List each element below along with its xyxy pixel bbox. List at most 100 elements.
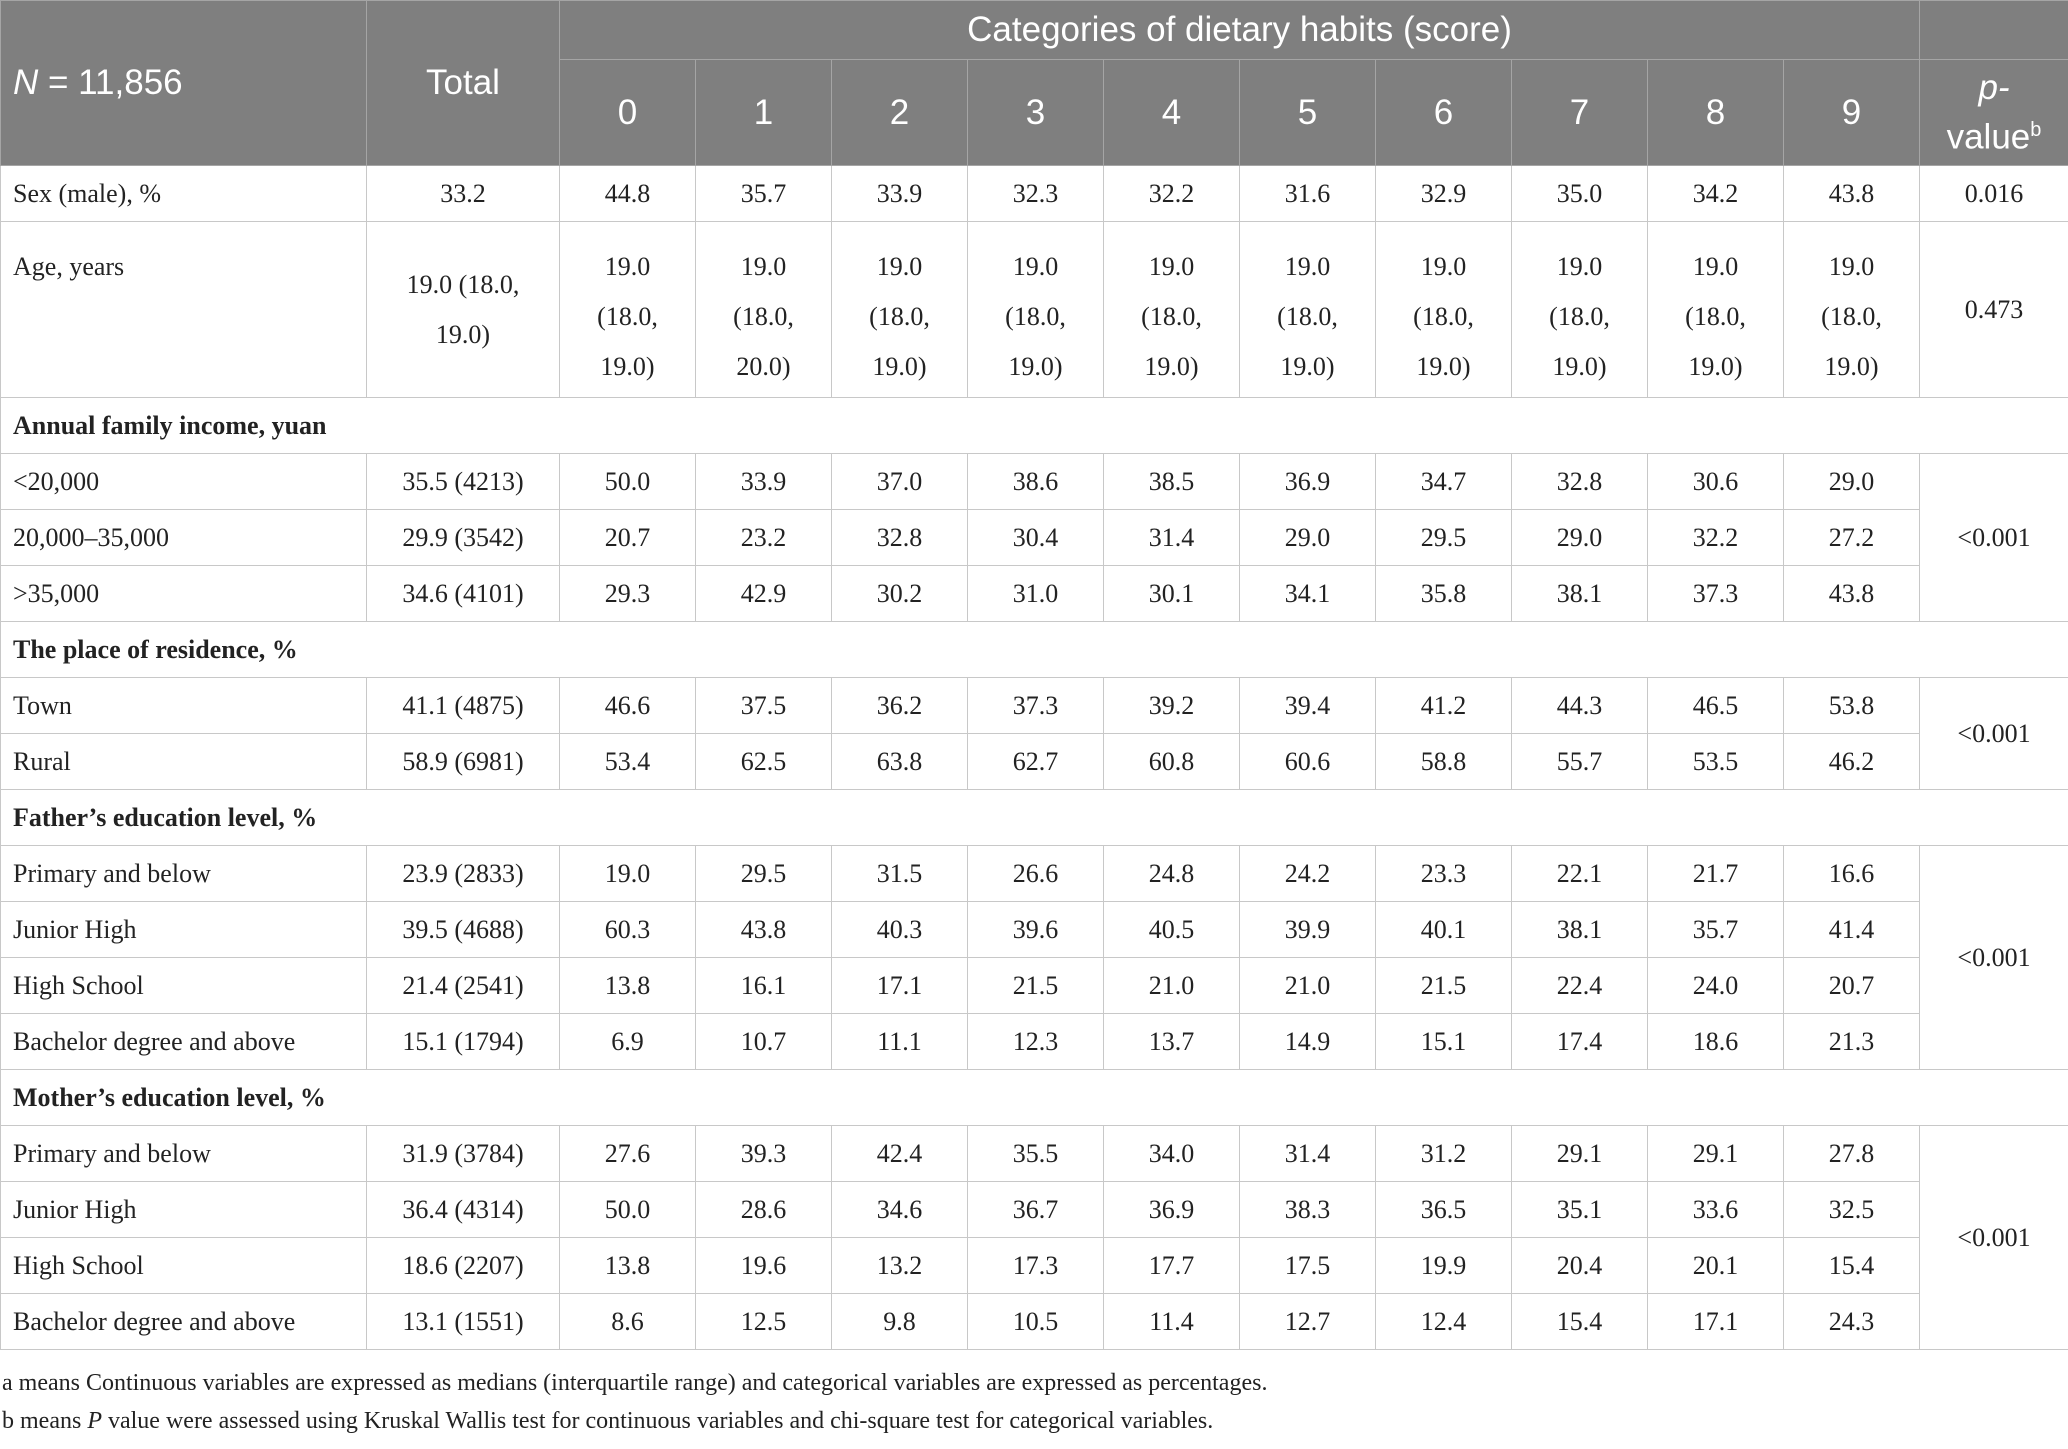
- value-cell: 29.0: [1511, 509, 1648, 566]
- value-cell: 43.8: [1783, 565, 1920, 622]
- value-cell: 60.6: [1239, 733, 1376, 790]
- score-header-9: 9: [1783, 59, 1920, 166]
- value-cell: 38.3: [1239, 1181, 1376, 1238]
- value-cell: 29.1: [1511, 1125, 1648, 1182]
- value-cell: 37.0: [831, 453, 968, 510]
- total-cell: 18.6 (2207): [366, 1237, 560, 1294]
- header-blank-cell: [1919, 0, 2068, 60]
- value-cell: 27.6: [559, 1125, 696, 1182]
- row-label: High School: [0, 1237, 367, 1294]
- p-value-cell: 0.473: [1919, 221, 2068, 398]
- value-cell: 30.4: [967, 509, 1104, 566]
- table-row: Primary and below 31.9 (3784) 27.6 39.3 42.4…: [0, 1125, 2068, 1350]
- value-cell: 24.8: [1103, 845, 1240, 902]
- value-line: 19.0): [1144, 352, 1199, 381]
- score-header-6: 6: [1375, 59, 1512, 166]
- total-cell: 21.4 (2541): [366, 957, 560, 1014]
- value-line: 19.0): [1416, 352, 1471, 381]
- total-cell: 19.0 (18.0, 19.0): [366, 221, 560, 398]
- value-cell: 17.1: [831, 957, 968, 1014]
- value-cell: 16.6: [1783, 845, 1920, 902]
- value-cell: 39.2: [1103, 677, 1240, 734]
- row-label: Age, years: [0, 221, 367, 398]
- value-cell: 62.5: [695, 733, 832, 790]
- value-cell: 46.6: [559, 677, 696, 734]
- table-row: >35,000 34.6 (4101) 29.3 42.9 30.2 31.0 30.1 34…: [0, 565, 2068, 622]
- table-row: <20,000 35.5 (4213) 50.0 33.9 37.0 38.6 38.5 36…: [0, 453, 2068, 622]
- value-cell: 21.5: [967, 957, 1104, 1014]
- value-cell: 44.8: [559, 165, 696, 222]
- value-cell: 29.3: [559, 565, 696, 622]
- value-cell: 31.2: [1375, 1125, 1512, 1182]
- value-cell: 53.4: [559, 733, 696, 790]
- value-cell: 8.6: [559, 1293, 696, 1350]
- value-line: (18.0,: [1413, 302, 1474, 331]
- value-cell: 15.4: [1511, 1293, 1648, 1350]
- value-cell: 29.0: [1239, 509, 1376, 566]
- value-cell: 38.1: [1511, 901, 1648, 958]
- score-header-1: 1: [695, 59, 832, 166]
- value-cell: 19.0 (18.0, 19.0): [1511, 221, 1648, 398]
- value-cell: 32.8: [1511, 453, 1648, 510]
- footnote-b: b means P value were assessed using Krus…: [2, 1402, 2068, 1440]
- section-header-row: Annual family income, yuan: [0, 397, 2068, 454]
- footnote-b-p-symbol: P: [87, 1408, 102, 1434]
- value-cell: 53.5: [1647, 733, 1784, 790]
- value-cell: 6.9: [559, 1013, 696, 1070]
- value-line: 19.0: [876, 252, 923, 281]
- total-cell: 33.2: [366, 165, 560, 222]
- value-cell: 28.6: [695, 1181, 832, 1238]
- value-cell: 13.7: [1103, 1013, 1240, 1070]
- value-cell: 17.5: [1239, 1237, 1376, 1294]
- value-cell: 23.3: [1375, 845, 1512, 902]
- p-value-word: value: [1946, 117, 2031, 157]
- value-cell: 35.8: [1375, 565, 1512, 622]
- row-label: Junior High: [0, 901, 367, 958]
- value-cell: 36.9: [1239, 453, 1376, 510]
- value-cell: 36.5: [1375, 1181, 1512, 1238]
- value-line: 19.0: [1828, 252, 1875, 281]
- value-cell: 19.0 (18.0, 20.0): [695, 221, 832, 398]
- value-line: (18.0,: [597, 302, 658, 331]
- value-cell: 36.2: [831, 677, 968, 734]
- p-value-cell: <0.001: [1919, 1125, 2068, 1350]
- score-header-0: 0: [559, 59, 696, 166]
- footnote-a: a means Continuous variables are express…: [2, 1370, 1268, 1396]
- p-value-header: p-valueb: [1919, 59, 2068, 166]
- value-line: (18.0,: [1277, 302, 1338, 331]
- p-value-cell: <0.001: [1919, 677, 2068, 790]
- footnote-b-prefix: b means: [2, 1408, 88, 1434]
- value-cell: 32.5: [1783, 1181, 1920, 1238]
- value-line: 19.0): [872, 352, 927, 381]
- value-cell: 35.5: [967, 1125, 1104, 1182]
- value-cell: 55.7: [1511, 733, 1648, 790]
- value-cell: 42.9: [695, 565, 832, 622]
- value-cell: 39.9: [1239, 901, 1376, 958]
- value-cell: 24.0: [1647, 957, 1784, 1014]
- value-cell: 34.7: [1375, 453, 1512, 510]
- value-cell: 38.6: [967, 453, 1104, 510]
- value-cell: 19.9: [1375, 1237, 1512, 1294]
- total-cell: 34.6 (4101): [366, 565, 560, 622]
- total-cell: 31.9 (3784): [366, 1125, 560, 1182]
- value-cell: 34.6: [831, 1181, 968, 1238]
- value-cell: 33.9: [695, 453, 832, 510]
- value-cell: 17.3: [967, 1237, 1104, 1294]
- row-label: Primary and below: [0, 845, 367, 902]
- value-cell: 29.1: [1647, 1125, 1784, 1182]
- value-cell: 20.7: [559, 509, 696, 566]
- value-cell: 27.8: [1783, 1125, 1920, 1182]
- value-cell: 31.4: [1239, 1125, 1376, 1182]
- value-line: (18.0,: [1821, 302, 1882, 331]
- value-cell: 63.8: [831, 733, 968, 790]
- value-line: 19.0): [1688, 352, 1743, 381]
- value-cell: 35.1: [1511, 1181, 1648, 1238]
- value-line: 19.0: [1148, 252, 1195, 281]
- value-cell: 40.5: [1103, 901, 1240, 958]
- table-row: High School 21.4 (2541) 13.8 16.1 17.1 21.5 21…: [0, 957, 2068, 1014]
- value-cell: 33.9: [831, 165, 968, 222]
- value-cell: 30.6: [1647, 453, 1784, 510]
- value-cell: 19.0 (18.0, 19.0): [831, 221, 968, 398]
- value-cell: 20.1: [1647, 1237, 1784, 1294]
